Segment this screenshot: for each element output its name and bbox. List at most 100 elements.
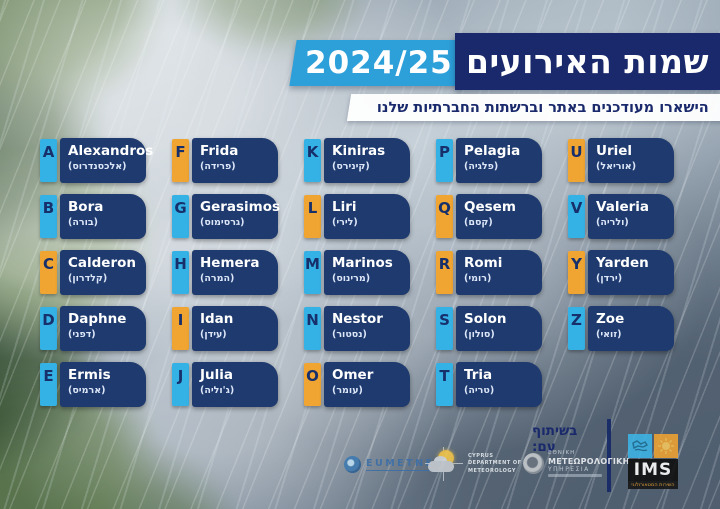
name-english: Tria xyxy=(464,367,493,383)
letter-tab: B xyxy=(40,195,57,238)
names-column-3: K Kiniras (קינירס) L Liri (לירי) M Marinos (מרינ… xyxy=(304,138,410,407)
name-english: Frida xyxy=(200,143,239,159)
name-english: Hemera xyxy=(200,255,260,271)
name-hebrew: (זואי) xyxy=(596,328,622,340)
name-hebrew: (אוריאל) xyxy=(596,160,637,172)
name-english: Zoe xyxy=(596,311,625,327)
ims-wordmark: IMS xyxy=(628,459,678,481)
name-english: Romi xyxy=(464,255,503,271)
name-pill: Hemera (המרה) xyxy=(192,250,278,295)
letter-tab: A xyxy=(40,139,57,182)
letter-tab: U xyxy=(568,139,585,182)
name-pill: Marinos (מרינוס) xyxy=(324,250,410,295)
letter-tab: H xyxy=(172,251,189,294)
greek-met-wordmark: ΕΘΝΙΚΗ ΜΕΤΕΩΡΟΛΟΓΙΚΗ ΥΠΗΡΕΣΙΑ xyxy=(548,450,630,478)
letter-tab: G xyxy=(172,195,189,238)
eumetnet-logo: EUMETNET xyxy=(344,456,444,473)
letter-tab: P xyxy=(436,139,453,182)
storm-name-item: T Tria (טריה) xyxy=(436,362,542,407)
page-title: שמות האירועים xyxy=(465,42,710,81)
name-pill: Nestor (נסטור) xyxy=(324,306,410,351)
name-hebrew: (עידן) xyxy=(200,328,227,340)
letter-tab: D xyxy=(40,307,57,350)
name-hebrew: (ירדן) xyxy=(596,272,623,284)
name-english: Omer xyxy=(332,367,374,383)
name-pill: Pelagia (פלגיה) xyxy=(456,138,542,183)
names-column-2: F Frida (פרידה) G Gerasimos (גרסימוס) H Hemera(… xyxy=(172,138,281,407)
names-column-1: A Alexandros (אלכסנדרוס) B Bora (בורה) C Calder… xyxy=(40,138,154,407)
name-hebrew: (ולריה) xyxy=(596,216,629,228)
ims-sun-icon xyxy=(654,434,678,458)
name-hebrew: (סולון) xyxy=(464,328,495,340)
name-pill: Julia (ג'וליה) xyxy=(192,362,278,407)
storm-name-item: C Calderon (קלדרון) xyxy=(40,250,146,295)
subtitle-text: הישארו מעודכנים באתר וברשתות החברתיות של… xyxy=(377,99,709,116)
name-english: Solon xyxy=(464,311,507,327)
storm-name-item: F Frida (פרידה) xyxy=(172,138,278,183)
storm-name-item: G Gerasimos (גרסימוס) xyxy=(172,194,281,239)
name-english: Daphne xyxy=(68,311,127,327)
name-pill: Zoe (זואי) xyxy=(588,306,674,351)
name-hebrew: (קסם) xyxy=(464,216,493,228)
name-hebrew: (אלכסנדרוס) xyxy=(68,160,127,172)
name-english: Alexandros xyxy=(68,143,154,159)
letter-tab: T xyxy=(436,363,453,406)
ims-logo: IMS השירות המטאורולוגי xyxy=(628,434,678,489)
name-hebrew: (רומי) xyxy=(464,272,492,284)
name-hebrew: (מרינוס) xyxy=(332,272,371,284)
letter-tab: L xyxy=(304,195,321,238)
season-banner: 2024/25 xyxy=(289,40,469,86)
name-english: Qesem xyxy=(464,199,516,215)
name-pill: Idan (עידן) xyxy=(192,306,278,351)
name-english: Valeria xyxy=(596,199,649,215)
name-pill: Frida (פרידה) xyxy=(192,138,278,183)
letter-tab: R xyxy=(436,251,453,294)
subtitle-banner: הישארו מעודכנים באתר וברשתות החברתיות של… xyxy=(346,94,720,121)
name-english: Kiniras xyxy=(332,143,386,159)
divider-bar xyxy=(607,419,611,492)
name-pill: Calderon (קלדרון) xyxy=(60,250,146,295)
letter-tab: O xyxy=(304,363,321,406)
name-hebrew: (ארמיס) xyxy=(68,384,106,396)
storm-name-item: Z Zoe (זואי) xyxy=(568,306,674,351)
name-english: Idan xyxy=(200,311,234,327)
name-pill: Yarden (ירדן) xyxy=(588,250,674,295)
name-hebrew: (עומר) xyxy=(332,384,363,396)
storm-name-item: A Alexandros (אלכסנדרוס) xyxy=(40,138,154,183)
name-hebrew: (פרידה) xyxy=(200,160,236,172)
storm-name-item: L Liri (לירי) xyxy=(304,194,410,239)
name-english: Bora xyxy=(68,199,104,215)
name-hebrew: (פלגיה) xyxy=(464,160,499,172)
name-hebrew: (גרסימוס) xyxy=(200,216,245,228)
letter-tab: C xyxy=(40,251,57,294)
names-column-5: U Uriel (אוריאל) V Valeria (ולריה) Y Yarden (ירד… xyxy=(568,138,674,407)
name-hebrew: (המרה) xyxy=(200,272,235,284)
name-pill: Tria (טריה) xyxy=(456,362,542,407)
name-english: Gerasimos xyxy=(200,199,281,215)
storm-name-item: U Uriel (אוריאל) xyxy=(568,138,674,183)
ims-sublabel: השירות המטאורולוגי xyxy=(628,481,678,489)
storm-name-item: Y Yarden (ירדן) xyxy=(568,250,674,295)
name-hebrew: (דפני) xyxy=(68,328,96,340)
name-pill: Omer (עומר) xyxy=(324,362,410,407)
letter-tab: I xyxy=(172,307,189,350)
storm-name-item: S Solon (סולון) xyxy=(436,306,542,351)
name-pill: Qesem (קסם) xyxy=(456,194,542,239)
storm-name-item: E Ermis (ארמיס) xyxy=(40,362,146,407)
name-english: Ermis xyxy=(68,367,111,383)
letter-tab: K xyxy=(304,139,321,182)
ims-map-icon xyxy=(628,434,652,458)
storm-name-item: V Valeria (ולריה) xyxy=(568,194,674,239)
storm-name-item: J Julia (ג'וליה) xyxy=(172,362,278,407)
letter-tab: S xyxy=(436,307,453,350)
name-hebrew: (ג'וליה) xyxy=(200,384,235,396)
storm-name-item: Q Qesem (קסם) xyxy=(436,194,542,239)
storm-name-item: R Romi (רומי) xyxy=(436,250,542,295)
name-english: Yarden xyxy=(596,255,649,271)
storm-name-item: M Marinos (מרינוס) xyxy=(304,250,410,295)
sun-cloud-icon xyxy=(425,447,463,481)
name-english: Nestor xyxy=(332,311,383,327)
name-english: Liri xyxy=(332,199,357,215)
storm-name-item: H Hemera (המרה) xyxy=(172,250,278,295)
name-pill: Solon (סולון) xyxy=(456,306,542,351)
